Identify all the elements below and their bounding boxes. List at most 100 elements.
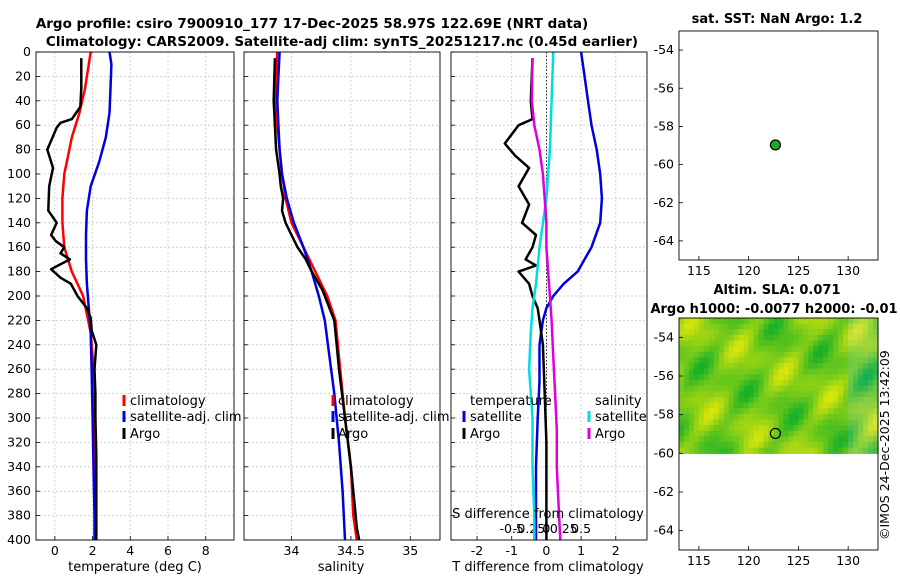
sst-map-panel: 115 120 125 130 -54 -56 -58 -60 -62 -64 [654, 30, 879, 278]
sla-cell [713, 346, 720, 353]
sla-cell [743, 368, 750, 375]
sla-cell [748, 380, 755, 387]
sla-cell [708, 368, 715, 375]
sla-cell [828, 340, 834, 347]
sla-cell [828, 368, 834, 375]
sla-cell [788, 396, 795, 404]
sla-cell [803, 380, 809, 387]
salinity-axis-label: salinity [318, 560, 365, 575]
sla-cell [868, 430, 874, 438]
sla-cell [783, 329, 790, 336]
sla-cell [873, 413, 879, 421]
sla-cell [853, 334, 859, 342]
sla-cell [763, 425, 770, 432]
sla-cell [793, 351, 799, 359]
x-tick-label: 1 [577, 543, 585, 558]
sla-cell [698, 374, 705, 381]
legend-argo-label: Argo [130, 427, 160, 442]
sla-cell [683, 442, 690, 449]
sla-cell [758, 374, 765, 381]
sla-cell [793, 402, 799, 409]
sla-cell [843, 340, 849, 347]
sla-cell [679, 408, 685, 415]
sla-cell [818, 419, 824, 426]
sla-cell [858, 346, 864, 353]
sla-cell [803, 436, 809, 443]
sla-cell [823, 419, 829, 426]
series-satellite-adj-clim [84, 51, 113, 540]
sla-cell [713, 447, 720, 454]
y-tick-label: 140 [7, 215, 31, 230]
sla-cell [788, 419, 795, 426]
sla-cell [788, 363, 795, 370]
sla-cell [848, 380, 854, 387]
sla-cell [818, 408, 824, 415]
y-tick-label: 320 [7, 434, 31, 449]
sla-cell [793, 329, 799, 336]
sla-cell [853, 396, 859, 404]
sla-cell [758, 425, 765, 432]
sla-cell [823, 340, 829, 347]
sla-cell [693, 380, 700, 387]
sla-cell [679, 442, 685, 449]
sla-cell [763, 340, 770, 347]
sla-cell [803, 323, 809, 330]
sla-cell [858, 385, 864, 392]
sla-cell [808, 380, 814, 387]
sla-cell [713, 363, 720, 370]
sla-cell [773, 380, 780, 387]
sla-cell [778, 413, 785, 421]
sla-cell [708, 402, 715, 409]
sla-cell [793, 408, 799, 415]
sla-cell [778, 419, 785, 426]
legend-s-satellite-label: satellite [595, 410, 647, 425]
sla-cell [863, 391, 869, 398]
sla-cell [753, 385, 760, 392]
y-tick-label: -62 [654, 484, 674, 499]
sla-cell [778, 363, 785, 370]
sla-cell [758, 323, 765, 330]
sla-cell [758, 413, 765, 421]
sla-cell [863, 368, 869, 375]
series-t-satellite [534, 51, 604, 540]
y-tick-label: 60 [15, 117, 31, 132]
imos-credit: ©IMOS 24-Dec-2025 13:42:09 [877, 350, 892, 540]
sla-cell [783, 442, 790, 449]
y-tick-label: 100 [7, 166, 31, 181]
sla-cell [733, 363, 740, 370]
sla-cell [793, 396, 799, 404]
sla-cell [683, 363, 690, 370]
sla-cell [718, 363, 725, 370]
sla-cell [693, 402, 700, 409]
sla-cell [823, 413, 829, 421]
sla-cell [803, 368, 809, 375]
series-t-argo [503, 58, 548, 540]
sla-cell [773, 334, 780, 342]
sla-cell [753, 374, 760, 381]
sla-cell [808, 419, 814, 426]
sla-cell [733, 380, 740, 387]
sla-cell [768, 436, 775, 443]
sla-cell [763, 351, 770, 359]
sla-cell [873, 380, 879, 387]
sla-cell [838, 425, 844, 432]
sla-cell [679, 374, 685, 381]
sla-cell [703, 447, 710, 454]
sla-cell [808, 334, 814, 342]
sla-cell [823, 357, 829, 364]
sla-cell [718, 318, 725, 325]
sla-cell [763, 447, 770, 454]
sla-cell [738, 396, 745, 404]
sla-cell [768, 380, 775, 387]
sla-cell [868, 329, 874, 336]
legend-t-argo-label: Argo [470, 427, 500, 442]
sla-cell [758, 436, 765, 443]
sla-cell [773, 363, 780, 370]
sla-cell [783, 346, 790, 353]
sla-cell [808, 436, 814, 443]
sla-cell [728, 413, 735, 421]
sla-cell [728, 419, 735, 426]
sla-cell [868, 419, 874, 426]
sla-cell [683, 329, 690, 336]
sla-cell [818, 329, 824, 336]
